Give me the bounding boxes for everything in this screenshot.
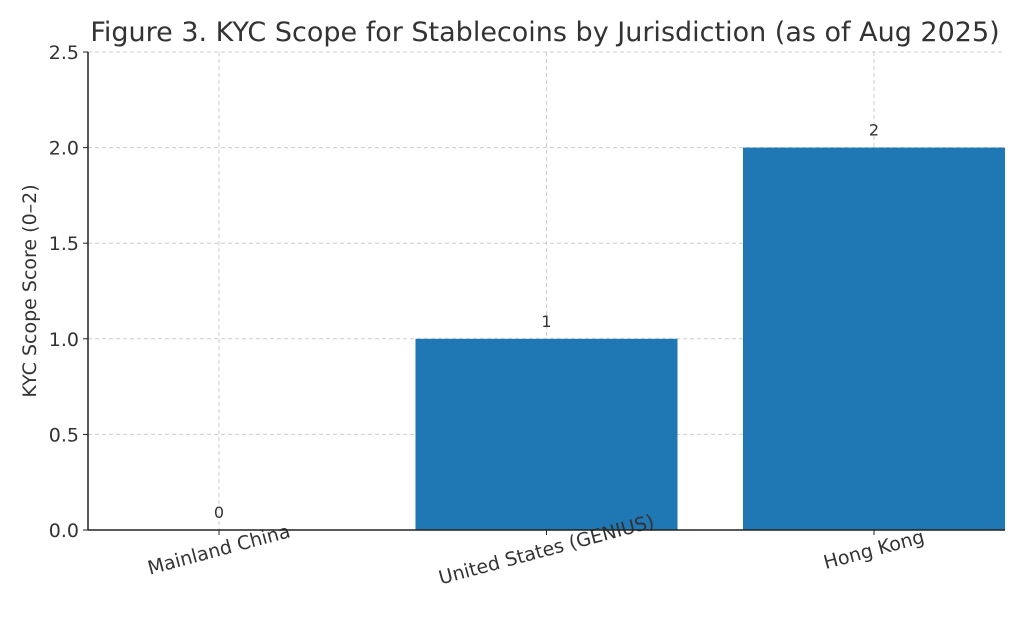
y-tick-label: 0.0 xyxy=(49,520,79,542)
bar xyxy=(743,147,1005,530)
y-ticks: 0.0 0.5 1.0 1.5 2.0 2.5 xyxy=(49,42,88,542)
bars xyxy=(415,147,1005,530)
y-tick-label: 2.0 xyxy=(49,138,79,160)
data-labels: 0 1 2 xyxy=(214,121,879,522)
y-tick-label: 1.5 xyxy=(49,233,79,255)
y-axis-label: KYC Scope Score (0–2) xyxy=(19,184,41,397)
y-tick-label: 0.5 xyxy=(49,424,79,446)
bar xyxy=(415,338,678,530)
chart-title: Figure 3. KYC Scope for Stablecoins by J… xyxy=(90,17,999,48)
data-label: 0 xyxy=(214,503,224,522)
data-label: 1 xyxy=(541,312,551,331)
y-tick-label: 2.5 xyxy=(49,42,79,64)
y-tick-label: 1.0 xyxy=(49,329,79,351)
data-label: 2 xyxy=(869,121,879,140)
